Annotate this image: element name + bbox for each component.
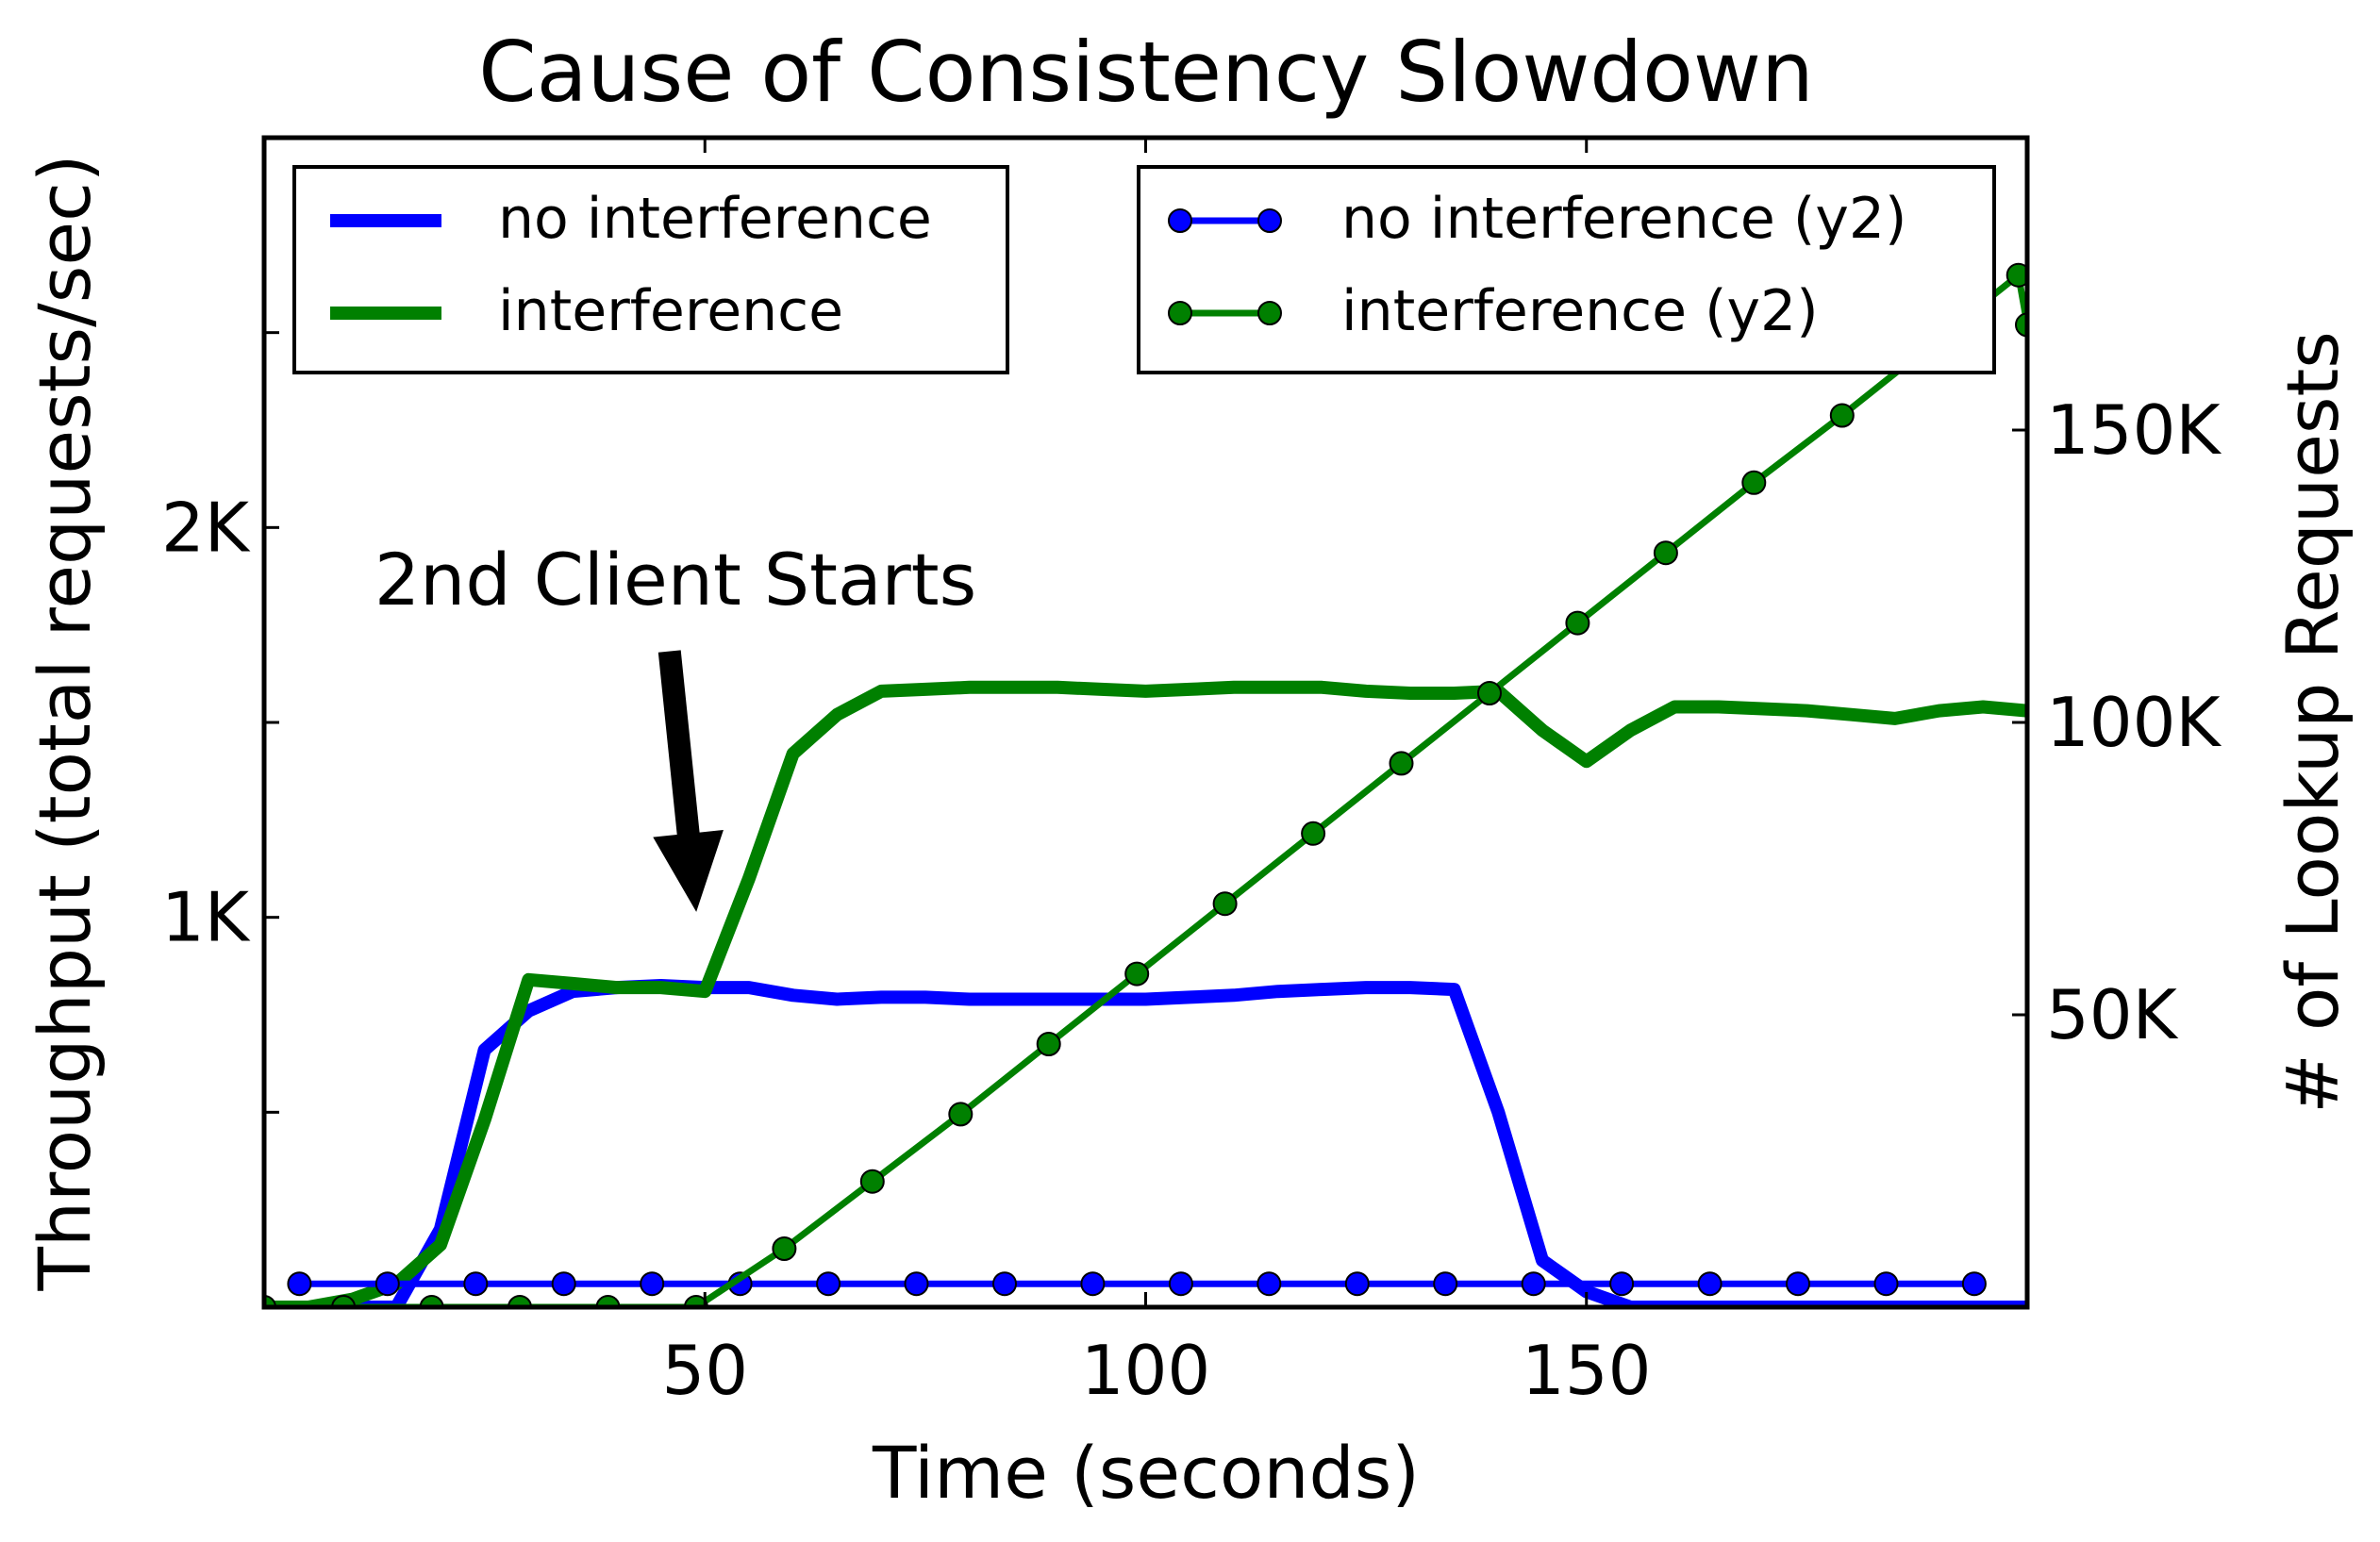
series-point-no-interference-y2 (374, 1271, 400, 1297)
legend-left-frame (292, 165, 1009, 374)
legend-marker-interference-y2 (1257, 301, 1282, 325)
legend-marker-interference-y2 (1168, 301, 1192, 325)
series-line-interference (264, 680, 2027, 1307)
series-point-no-interference-y2 (551, 1271, 576, 1297)
legend-label-interference-y2: interference (y2) (1341, 278, 1819, 344)
series-point-interference-y2 (2015, 312, 2027, 338)
y2-tick-label: 100K (2046, 683, 2222, 762)
y-tick-label: 2K (161, 488, 251, 567)
series-point-interference-y2 (419, 1295, 444, 1307)
y2-tick-label: 50K (2046, 975, 2179, 1054)
series-point-no-interference-y2 (904, 1271, 929, 1297)
series-point-no-interference-y2 (1257, 1271, 1282, 1297)
legend-label-no-interference: no interference (498, 186, 932, 252)
series-point-no-interference-y2 (992, 1271, 1017, 1297)
annotation-arrow (653, 650, 724, 912)
legend-right-frame (1137, 165, 1996, 374)
legend-marker-no-interference-y2 (1168, 208, 1192, 233)
x-tick-label: 50 (661, 1331, 748, 1410)
annotation: 2nd Client Starts (374, 538, 976, 912)
series-point-interference-y2 (1212, 891, 1238, 917)
series-point-no-interference-y2 (640, 1271, 665, 1297)
series-point-interference-y2 (1389, 751, 1414, 776)
series-point-interference-y2 (859, 1169, 885, 1194)
series-point-no-interference-y2 (1873, 1271, 1899, 1297)
series-point-no-interference-y2 (1609, 1271, 1635, 1297)
x-tick-label: 100 (1081, 1331, 1210, 1410)
series-point-interference-y2 (1653, 540, 1678, 566)
y2-axis-label: # of Lookup Requests (2271, 331, 2355, 1114)
series-line-no-interference (264, 979, 2027, 1307)
series-point-interference-y2 (1477, 681, 1502, 705)
legend-marker-no-interference-y2 (1257, 208, 1282, 233)
series-point-interference-y2 (1565, 610, 1590, 636)
annotation-text: 2nd Client Starts (374, 538, 976, 622)
series-line-interference-y2 (264, 272, 2027, 1307)
legend-left: no interference interference (292, 165, 1009, 374)
series-point-no-interference-y2 (463, 1271, 489, 1297)
series-point-interference-y2 (331, 1295, 357, 1307)
ticks-layer: 50 100 150 1K 2K 50K 100K 150K (161, 138, 2222, 1410)
series-point-no-interference-y2 (1433, 1271, 1458, 1297)
series-point-interference-y2 (948, 1102, 974, 1127)
x-tick-label: 150 (1522, 1331, 1651, 1410)
legend-label-interference: interference (498, 278, 843, 344)
legend-label-no-interference-y2: no interference (y2) (1341, 186, 1906, 252)
series-point-no-interference-y2 (1168, 1271, 1193, 1297)
series-point-interference-y2 (264, 1295, 276, 1307)
series-point-interference-y2 (1301, 821, 1326, 846)
series-point-no-interference-y2 (287, 1271, 312, 1297)
series-point-interference-y2 (683, 1295, 708, 1307)
series-point-no-interference-y2 (1786, 1271, 1810, 1297)
series-layer (264, 262, 2027, 1307)
series-point-interference-y2 (595, 1295, 621, 1307)
y-tick-label: 1K (161, 878, 251, 957)
series-point-interference-y2 (2006, 262, 2027, 288)
y-axis-label: Throughput (total requests/sec) (23, 154, 107, 1291)
series-point-interference-y2 (1124, 961, 1150, 987)
series-point-no-interference-y2 (1697, 1271, 1723, 1297)
chart-title: Cause of Consistency Slowdown (478, 24, 1814, 121)
legend-right: no interference (y2) interference (y2) (1137, 165, 1996, 374)
series-point-interference-y2 (1741, 470, 1767, 495)
series-point-interference-y2 (1829, 403, 1855, 428)
series-point-no-interference-y2 (1344, 1271, 1370, 1297)
y2-tick-label: 150K (2046, 390, 2222, 470)
series-point-no-interference-y2 (1961, 1271, 1987, 1297)
series-point-no-interference-y2 (1080, 1271, 1106, 1297)
series-point-interference-y2 (772, 1236, 797, 1261)
series-point-no-interference-y2 (1521, 1271, 1546, 1297)
x-axis-label: Time (seconds) (872, 1431, 1420, 1515)
series-point-interference-y2 (508, 1295, 532, 1307)
series-point-no-interference-y2 (816, 1271, 841, 1297)
series-point-interference-y2 (1036, 1032, 1061, 1056)
